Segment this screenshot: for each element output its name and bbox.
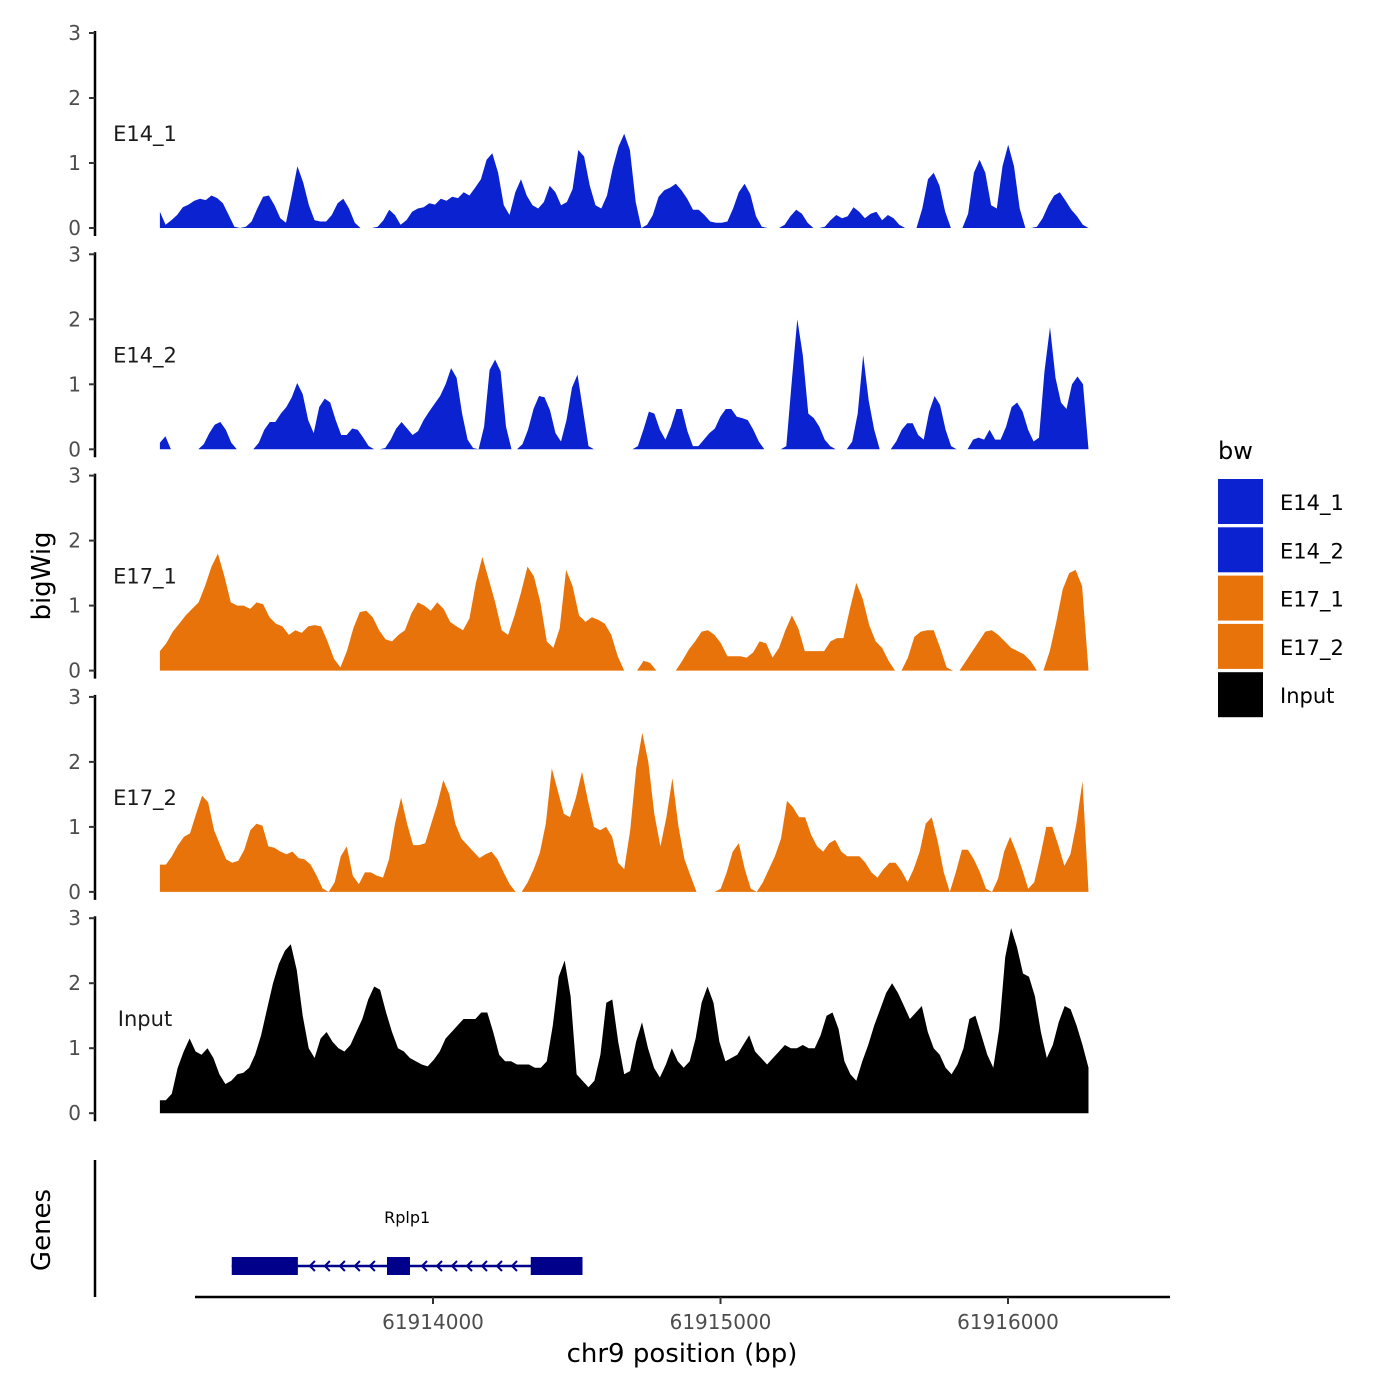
y-tick-label: 3 [68,21,81,45]
legend-swatch [1218,672,1263,718]
gene-strand-arrow [450,1260,458,1272]
y-axis-title: bigWig [27,531,57,620]
gene-strand-arrow [510,1260,518,1272]
legend-swatch [1218,479,1263,524]
gene-strand-arrow [495,1260,503,1272]
y-tick-label: 1 [68,594,81,618]
y-tick-label: 2 [68,307,81,331]
legend-swatch [1218,575,1263,621]
y-tick-label: 2 [68,529,81,553]
y-tick-label: 1 [68,151,81,175]
gene-strand-arrow [338,1260,346,1272]
legend-title: bw [1218,437,1253,465]
y-tick-label: 1 [68,1036,81,1060]
coverage-tracks: 0 1 2 3 E14_1 0 1 2 3 E14_2 0 1 2 3 E17_1 0 1 2 3 E17_2 0 1 2 3… [68,21,1089,1125]
track-e14-1-label: E14_1 [113,122,177,147]
gene-strand-arrow [420,1260,428,1272]
track-e14-2-area [159,319,1089,450]
gene-rplp1-label: Rplp1 [384,1208,430,1227]
gene-strand-arrow [480,1260,488,1272]
legend: bw E14_1 E14_2 E17_1 E17_2 Input [1218,437,1344,718]
y-tick-label: 0 [68,659,81,683]
track-e17-1-label: E17_1 [113,565,177,590]
track-e17-1: 0 1 2 3 E17_1 [68,464,1089,683]
x-tick-label: 61914000 [382,1310,484,1334]
y-tick-label: 0 [68,437,81,461]
x-tick-label: 61915000 [670,1310,772,1334]
gene-rplp1-exon [387,1257,410,1275]
legend-label: E17_2 [1280,636,1344,661]
legend-swatch [1218,623,1263,669]
gene-strand-arrow [465,1260,473,1272]
x-axis-title: chr9 position (bp) [567,1339,798,1369]
y-tick-label: 0 [68,880,81,904]
y-tick-label: 2 [68,750,81,774]
legend-item-e14-2: E14_2 [1218,527,1344,573]
legend-swatch [1218,527,1263,573]
track-input: 0 1 2 3 Input [68,906,1089,1125]
y-tick-label: 3 [68,242,81,266]
track-e14-1-area [159,133,1089,228]
gene-strand-arrow [435,1260,443,1272]
track-e14-2: 0 1 2 3 E14_2 [68,242,1089,461]
y-tick-label: 1 [68,815,81,839]
gene-rplp1-exon [530,1257,583,1275]
gene-rplp1-exon [231,1257,298,1275]
legend-item-e17-2: E17_2 [1218,623,1344,669]
track-e14-1: 0 1 2 3 E14_1 [68,21,1089,240]
track-e17-2-area [159,732,1089,892]
track-e14-2-label: E14_2 [113,343,177,368]
gene-strand-arrow [353,1260,361,1272]
track-input-area [159,928,1089,1114]
legend-item-e14-1: E14_1 [1218,479,1344,524]
x-ticks: 61914000 61915000 61916000 [382,1297,1059,1334]
gene-strand-arrow [323,1260,331,1272]
y-tick-label: 3 [68,906,81,930]
genes-track: Genes Rplp1 [27,1160,583,1297]
legend-entries: E14_1 E14_2 E17_1 E17_2 Input [1218,479,1344,718]
gene-models: Rplp1 [231,1208,583,1275]
legend-label: Input [1280,684,1334,708]
gene-rplp1: Rplp1 [231,1208,583,1275]
y-tick-label: 0 [68,1101,81,1125]
legend-label: E14_2 [1280,539,1344,564]
y-tick-label: 1 [68,372,81,396]
genes-track-label: Genes [27,1189,57,1271]
y-tick-label: 3 [68,464,81,488]
x-axis: 61914000 61915000 61916000 chr9 position (… [195,1295,1170,1369]
y-tick-label: 2 [68,971,81,995]
track-e17-2-label: E17_2 [113,786,177,811]
y-tick-label: 2 [68,86,81,110]
track-e17-1-area [159,553,1089,671]
gene-strand-arrow [308,1260,316,1272]
legend-label: E17_1 [1280,588,1344,613]
y-tick-label: 0 [68,216,81,240]
track-e17-2: 0 1 2 3 E17_2 [68,685,1089,904]
legend-label: E14_1 [1280,491,1344,516]
legend-item-e17-1: E17_1 [1218,575,1344,621]
legend-item-input: Input [1218,672,1334,718]
track-input-label: Input [118,1007,172,1031]
x-tick-label: 61916000 [957,1310,1059,1334]
y-tick-label: 3 [68,685,81,709]
gene-strand-arrow [368,1260,376,1272]
